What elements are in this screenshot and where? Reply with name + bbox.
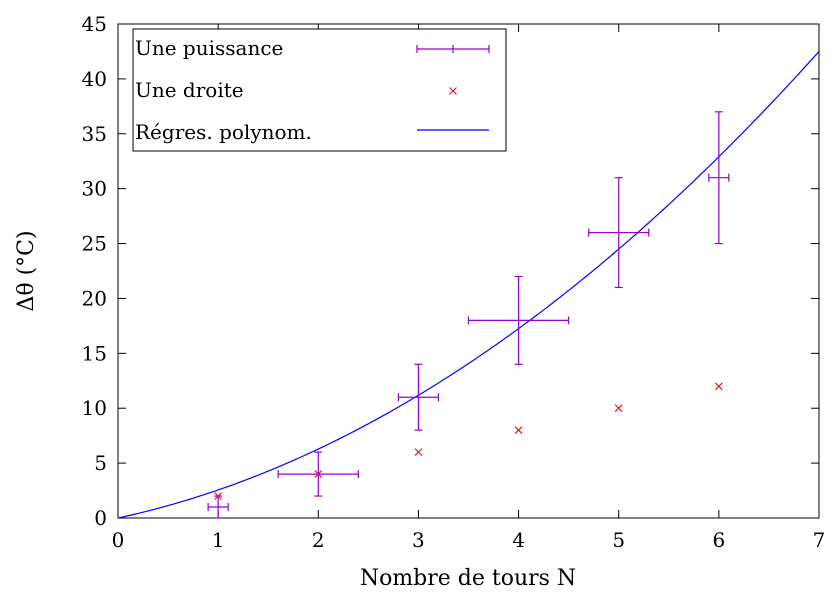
legend-label-regression: Régres. polynom.	[135, 120, 312, 144]
errorbar-point	[708, 111, 730, 245]
series-layer	[117, 51, 820, 519]
legend-symbols	[416, 45, 490, 131]
regression-curve	[117, 51, 820, 519]
y-tick-label: 0	[94, 506, 107, 530]
data-point-cross	[214, 492, 223, 500]
cross-stroke	[314, 470, 323, 479]
plot-frame	[117, 23, 820, 519]
x-axis-label: Nombre de tours N	[360, 566, 576, 591]
data-point-cross	[314, 470, 323, 479]
x-tick-label: 5	[612, 528, 625, 552]
cross-stroke	[449, 87, 457, 95]
y-tick-label: 5	[94, 451, 107, 475]
y-tick-label: 10	[82, 396, 107, 420]
errorbar-point	[397, 363, 440, 431]
x-tick-label: 2	[312, 528, 325, 552]
errorbar-point	[467, 275, 570, 365]
errorbar-point	[207, 495, 229, 519]
cross-stroke	[714, 382, 723, 391]
x-tick-label: 6	[712, 528, 725, 552]
data-point-cross	[514, 426, 523, 435]
data-point-cross	[714, 382, 723, 391]
data-point-cross	[614, 404, 623, 413]
cross-stroke	[414, 448, 423, 457]
y-tick-label: 30	[82, 177, 107, 201]
y-tick-label: 25	[82, 232, 107, 256]
y-axis-label: Δθ (°C)	[14, 230, 39, 311]
y-tick-label: 35	[82, 122, 107, 146]
legend-symbol-cross	[449, 87, 457, 95]
legend-label-droite: Une droite	[135, 78, 244, 102]
data-point-cross	[414, 448, 423, 457]
cross-stroke	[614, 404, 623, 413]
x-tick-label: 4	[512, 528, 525, 552]
cross-stroke	[214, 492, 223, 500]
y-tick-label: 40	[82, 67, 107, 91]
cross-stroke	[514, 426, 523, 435]
x-tick-label: 0	[112, 528, 125, 552]
legend: Une puissance Une droite Régres. polynom…	[132, 28, 507, 152]
y-tick-label: 15	[82, 341, 107, 365]
legend-label-puissance: Une puissance	[135, 36, 283, 60]
y-tick-label: 20	[82, 286, 107, 310]
y-tick-label: 45	[82, 12, 107, 36]
x-tick-label: 7	[813, 528, 826, 552]
legend-symbol-errorbar	[416, 45, 490, 53]
x-tick-label: 1	[212, 528, 225, 552]
x-tick-label: 3	[412, 528, 425, 552]
errorbar-point	[588, 177, 650, 289]
